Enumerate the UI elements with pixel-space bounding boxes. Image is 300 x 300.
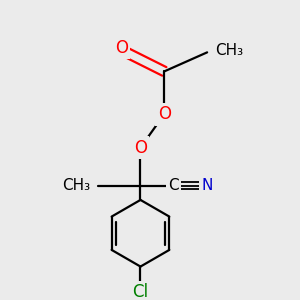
Text: CH₃: CH₃: [62, 178, 90, 193]
Text: N: N: [201, 178, 213, 193]
Text: O: O: [158, 105, 171, 123]
Text: CH₃: CH₃: [215, 43, 243, 58]
Text: O: O: [134, 139, 147, 157]
Text: O: O: [115, 39, 128, 57]
Text: Cl: Cl: [132, 283, 148, 300]
Text: C: C: [169, 178, 179, 193]
